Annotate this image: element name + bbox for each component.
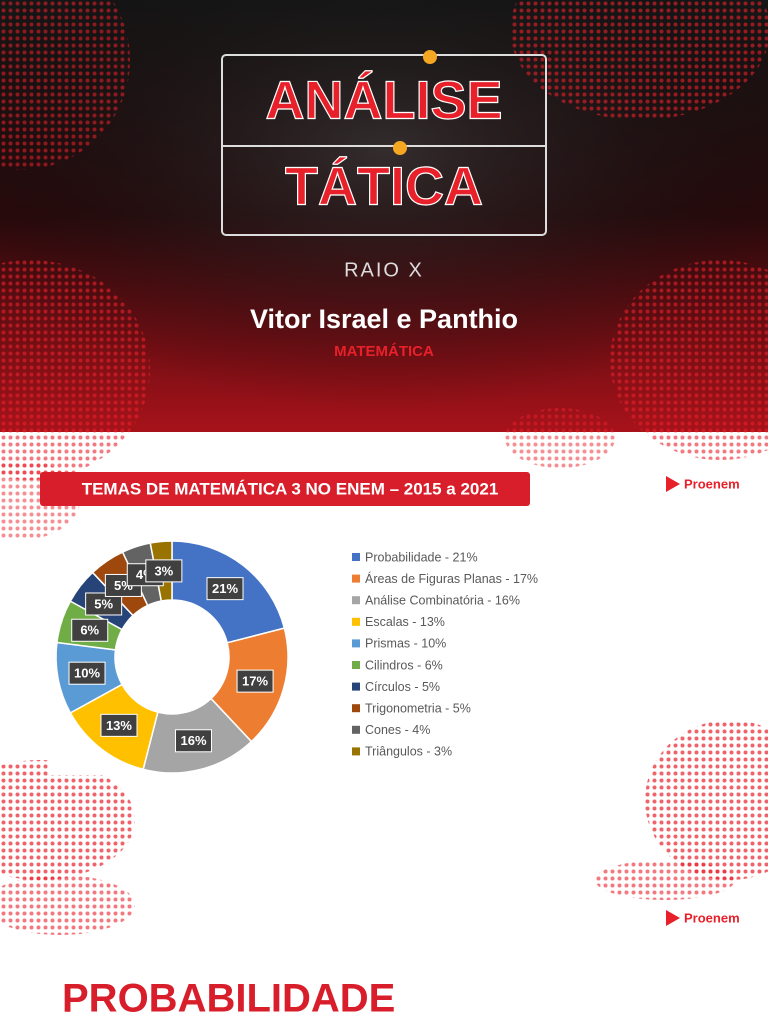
orange-dot: [393, 141, 407, 155]
banner-text: TEMAS DE MATEMÁTICA 3 NO ENEM – 2015 a 2…: [82, 479, 499, 498]
logo-icon: [666, 476, 680, 492]
cover-title: TÁTICA: [285, 156, 483, 216]
data-label: 5%: [94, 596, 113, 611]
dot-sphere: [610, 260, 768, 460]
chart-slide: TEMAS DE MATEMÁTICA 3 NO ENEM – 2015 a 2…: [0, 408, 768, 935]
data-label-box: [175, 729, 213, 753]
legend-swatch: [352, 704, 360, 713]
data-label: 17%: [242, 674, 268, 689]
legend-swatch: [352, 661, 360, 669]
data-label-box: [206, 577, 244, 601]
logo-icon: [666, 910, 680, 926]
cover-slide: ANÁLISE TÁTICA RAIO X Vitor Israel e Pan…: [0, 0, 768, 480]
logo: Proenem: [684, 910, 740, 925]
orange-dot: [423, 50, 437, 64]
data-label: 6%: [80, 623, 99, 638]
legend-entry: Prismas - 10%: [365, 637, 446, 651]
legend-entry: Áreas de Figuras Planas - 17%: [365, 571, 538, 586]
dot-sphere: [645, 720, 768, 880]
data-label-box: [100, 713, 138, 737]
donut-chart: 21%17%16%13%10%6%5%5%4% 3%: [55, 540, 289, 774]
legend-swatch: [352, 553, 360, 561]
dot-sphere: [0, 260, 150, 480]
banner: [40, 472, 530, 506]
data-label-box: [145, 559, 183, 583]
legend-entry: Círculos - 5%: [365, 680, 440, 694]
data-label-box: [85, 592, 123, 616]
dot-sphere: [510, 0, 768, 120]
legend-entry: Probabilidade - 21%: [365, 550, 478, 564]
legend-entry: Cilindros - 6%: [365, 658, 443, 672]
cover-title: ANÁLISE: [265, 70, 502, 130]
legend: Probabilidade - 21% Áreas de Figuras Plan…: [352, 550, 538, 759]
legend-swatch: [352, 725, 360, 734]
data-label: 3%: [154, 563, 173, 578]
dot-sphere: [0, 760, 135, 880]
legend-swatch: [352, 574, 360, 583]
legend-entry: Cones - 4%: [365, 723, 430, 737]
data-label-box: [71, 618, 109, 642]
presenters: Vitor Israel e Panthio: [250, 304, 518, 334]
dot-sphere: [0, 0, 130, 170]
section-title: PROBABILIDADE: [62, 977, 395, 1021]
legend-swatch: [352, 617, 360, 626]
legend-entry: Triângulos - 3%: [365, 745, 452, 759]
legend-swatch: [352, 596, 360, 605]
dot-sphere: [0, 875, 135, 935]
dot-sphere: [505, 408, 615, 468]
legend-swatch: [352, 639, 360, 648]
legend-entry: Escalas - 13%: [365, 615, 445, 629]
data-label-box: [236, 669, 274, 693]
legend-swatch: [352, 682, 360, 691]
dot-sphere: [595, 860, 735, 900]
legend-entry: Trigonometria - 5%: [365, 701, 471, 715]
logo: Proenem: [684, 476, 740, 491]
next-slide: Proenem PROBABILIDADE: [62, 910, 740, 1021]
data-label-box: [68, 661, 106, 685]
cover-subtitle: RAIO X: [344, 259, 424, 281]
data-label: 21%: [212, 581, 238, 596]
subject: MATEMÁTICA: [334, 343, 434, 360]
data-label: 13%: [106, 718, 132, 733]
data-label: 10%: [74, 666, 100, 681]
legend-swatch: [352, 747, 360, 756]
legend-entry: Análise Combinatória - 16%: [365, 593, 520, 607]
data-label: 16%: [180, 733, 206, 748]
